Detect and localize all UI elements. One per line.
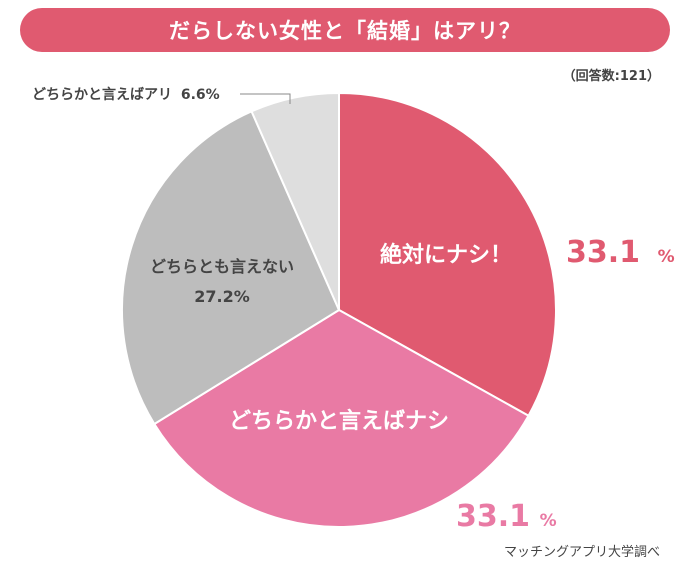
chart-title: だらしない女性と「結婚」はアリ？ (169, 19, 521, 43)
slice-dochiraka-ari (250, 91, 340, 311)
slice-label-dochiratomo: どちらとも言えない (150, 257, 294, 276)
slice-value-dochiraka-nashi: 33.1 % (456, 499, 557, 534)
slice-dochiraka-nashi (152, 308, 530, 528)
slice-value-dochiraka-nashi-number: 33.1 (456, 499, 530, 534)
slice-label-dochiraka-ari: どちらかと言えばアリ 6.6% (32, 86, 220, 103)
leader-line-dochiraka-ari (240, 93, 291, 104)
slice-label-zettai-nashi: 絶対にナシ！ (380, 242, 512, 268)
slice-value-dochiraka-ari: 6.6% (181, 87, 220, 103)
slice-zettai-nashi (338, 91, 557, 418)
slice-value-zettai-nashi: 33.1 % (566, 235, 675, 270)
source-credit: マッチングアプリ大学調べ (503, 545, 660, 560)
slice-value-zettai-nashi-unit: % (658, 247, 675, 267)
slice-value-dochiraka-nashi-unit: % (540, 511, 557, 531)
title-banner: だらしない女性と「結婚」はアリ？ (20, 8, 670, 52)
slice-label-dochiraka-nashi: どちらかと言えばナシ (229, 408, 449, 434)
slice-dochiratomo (121, 110, 341, 426)
respondents-note: （回答数:121） (562, 69, 660, 84)
slice-label-dochiraka-ari-text: どちらかと言えばアリ (32, 86, 172, 103)
slice-value-dochiratomo: 27.2% (194, 287, 250, 306)
slice-value-zettai-nashi-number: 33.1 (566, 235, 640, 270)
